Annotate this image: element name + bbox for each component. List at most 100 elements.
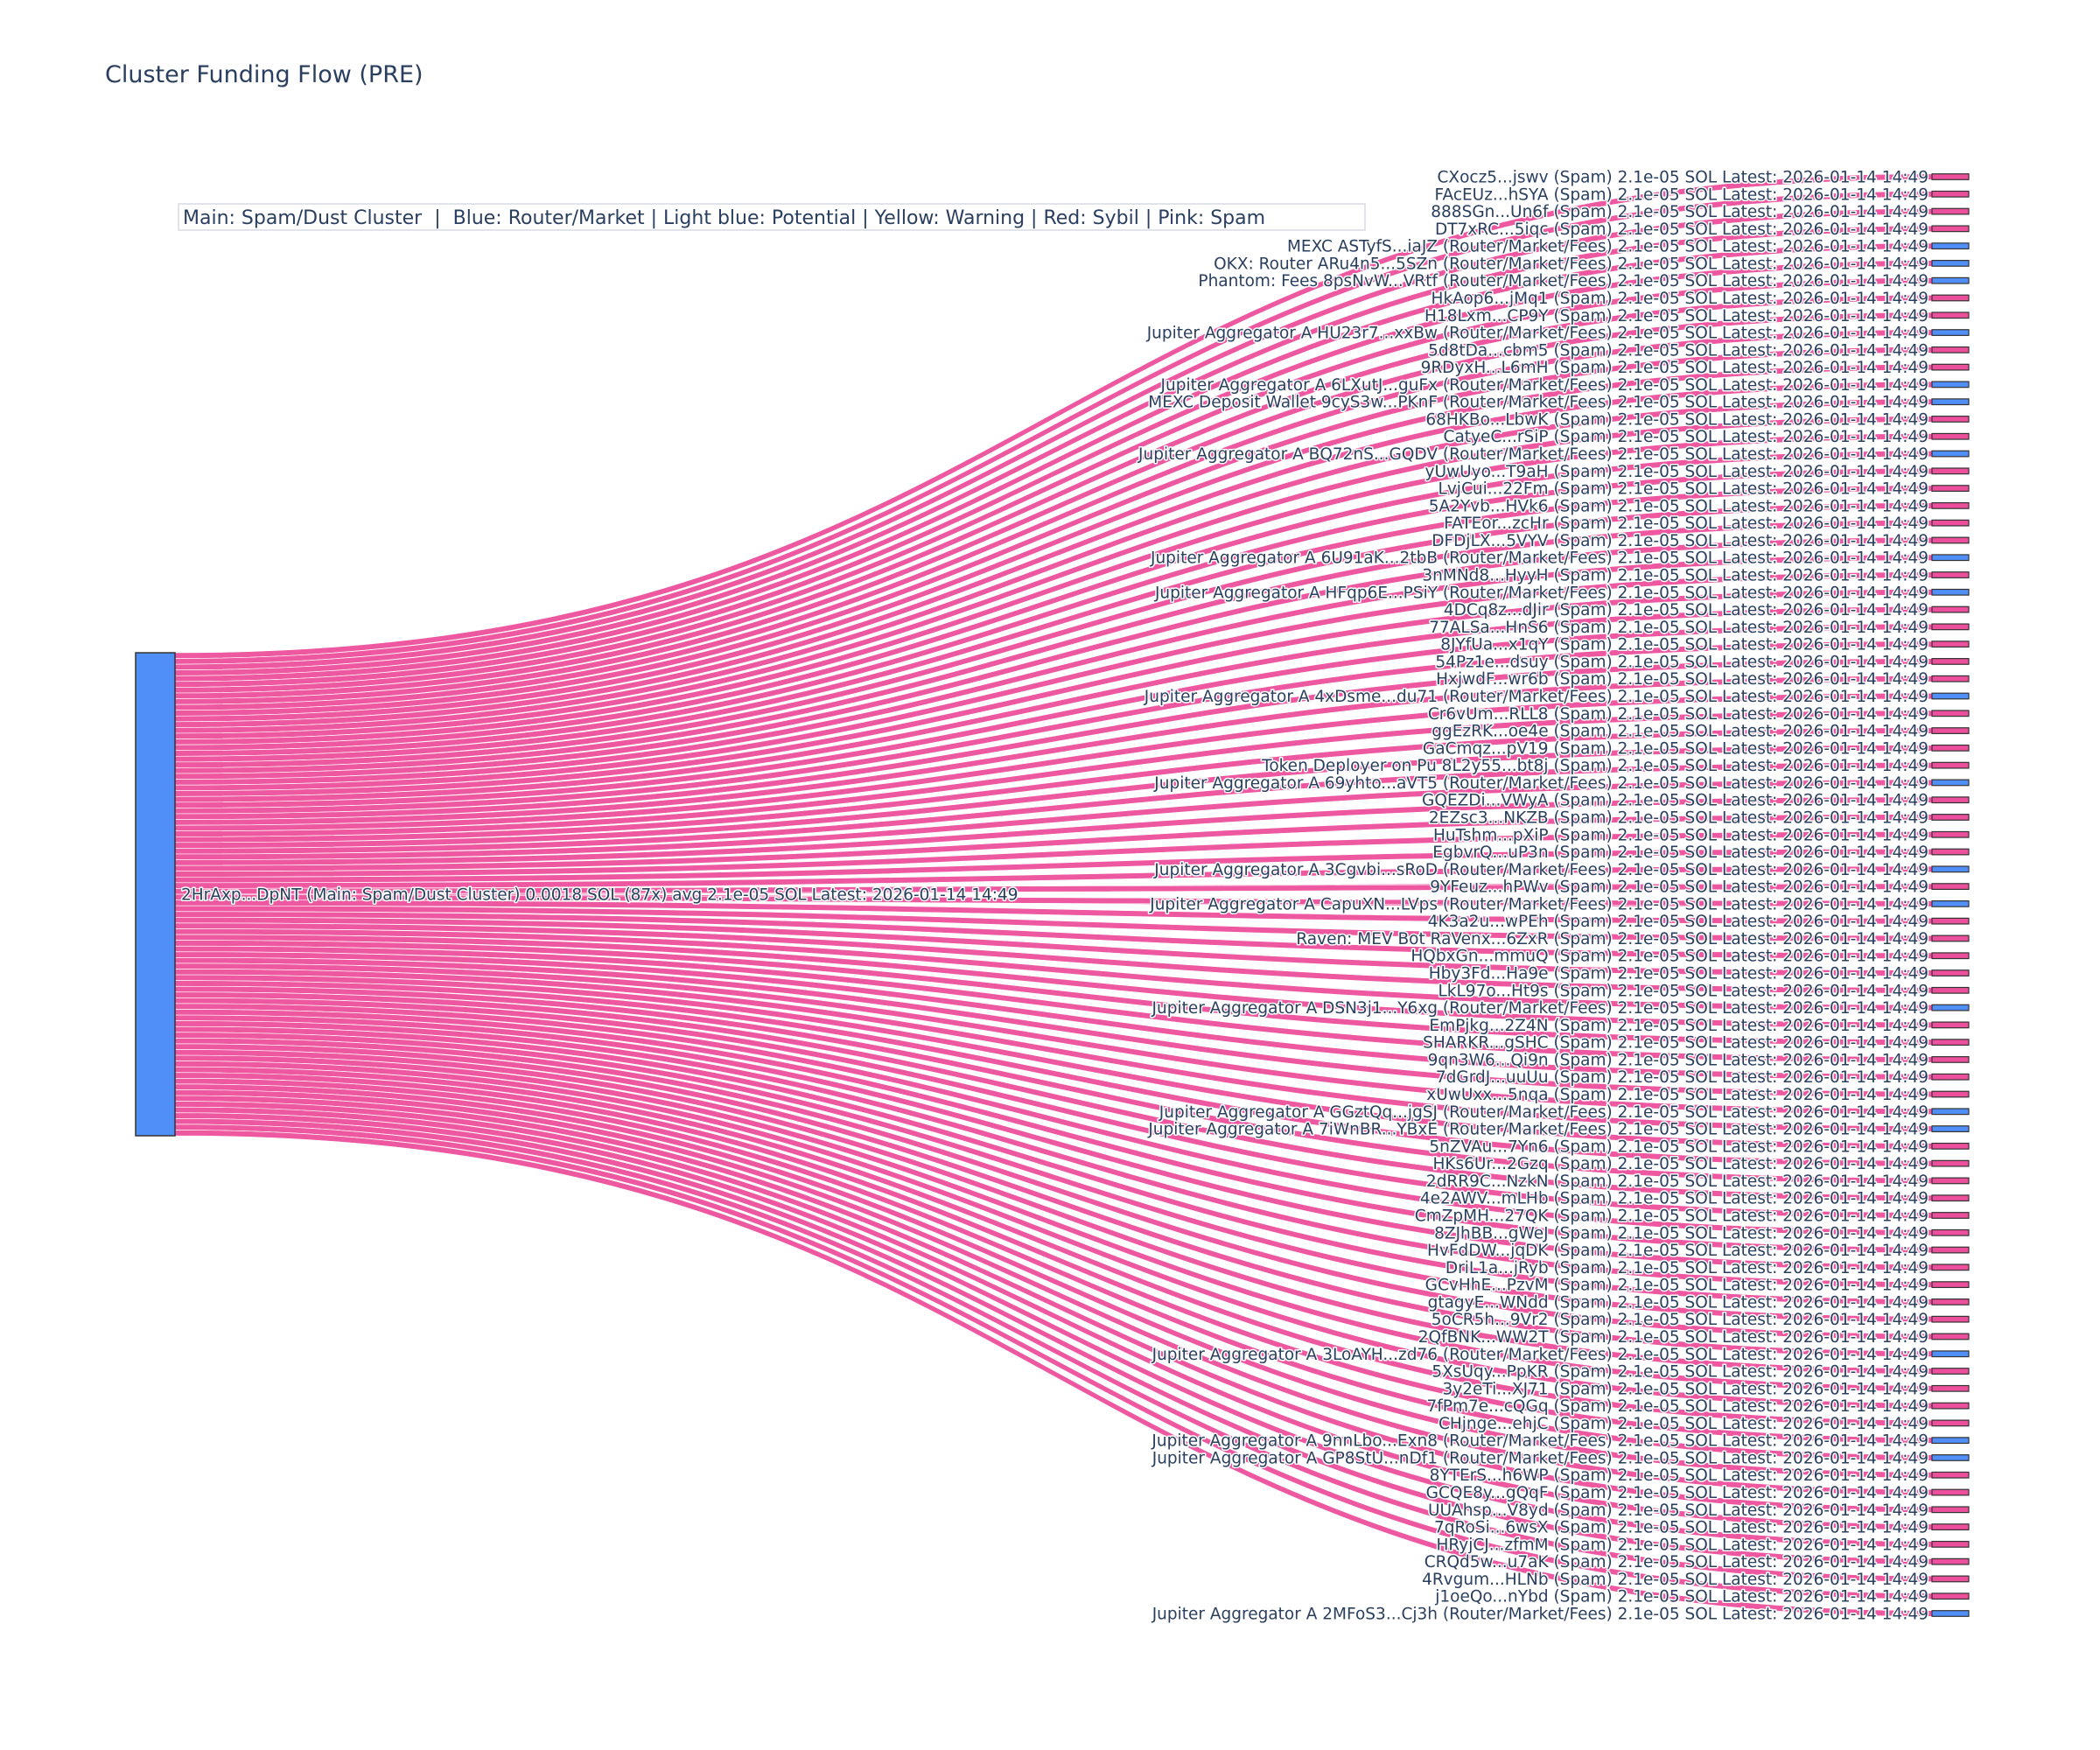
target-node-spam[interactable] — [1931, 225, 1970, 233]
target-node-label: 68HKBo...LbwK (Spam) 2.1e-05 SOL Latest:… — [1425, 410, 1928, 429]
target-node-router[interactable] — [1931, 865, 1970, 873]
target-node-spam[interactable] — [1931, 363, 1970, 371]
target-node-label: 5nZVAu...7Yn6 (Spam) 2.1e-05 SOL Latest:… — [1429, 1138, 1928, 1156]
target-node-spam[interactable] — [1931, 1558, 1970, 1565]
target-node-router[interactable] — [1931, 1350, 1970, 1358]
target-node-spam[interactable] — [1931, 346, 1970, 354]
target-node-router[interactable] — [1931, 1004, 1970, 1012]
target-node-spam[interactable] — [1931, 1073, 1970, 1081]
target-node-spam[interactable] — [1931, 1039, 1970, 1046]
target-node-router[interactable] — [1931, 381, 1970, 388]
target-node-spam[interactable] — [1931, 710, 1970, 718]
target-node-label: Jupiter Aggregator A 69yhto...aVT5 (Rout… — [1153, 774, 1928, 793]
target-node-spam[interactable] — [1931, 1281, 1970, 1289]
target-node-spam[interactable] — [1931, 1264, 1970, 1271]
target-node-router[interactable] — [1931, 276, 1970, 284]
target-node-router[interactable] — [1931, 554, 1970, 562]
target-node-spam[interactable] — [1931, 1212, 1970, 1219]
target-node-spam[interactable] — [1931, 1056, 1970, 1063]
target-node-label: 7fPm7e...cQGq (Spam) 2.1e-05 SOL Latest:… — [1427, 1397, 1929, 1416]
target-node-spam[interactable] — [1931, 640, 1970, 648]
target-node-spam[interactable] — [1931, 1228, 1970, 1236]
target-node-spam[interactable] — [1931, 1575, 1970, 1583]
target-node-label: 5A2Yvb...HVk6 (Spam) 2.1e-05 SOL Latest:… — [1429, 497, 1928, 515]
target-node-spam[interactable] — [1931, 1471, 1970, 1479]
target-node-spam[interactable] — [1931, 519, 1970, 527]
target-node-router[interactable] — [1931, 1108, 1970, 1116]
target-node-spam[interactable] — [1931, 1246, 1970, 1254]
target-node-router[interactable] — [1931, 1610, 1970, 1617]
target-node-spam[interactable] — [1931, 1298, 1970, 1306]
target-node-label: OKX: Router ARu4n5...5SZn (Router/Market… — [1214, 255, 1928, 273]
target-node-spam[interactable] — [1931, 1592, 1970, 1600]
target-node-spam[interactable] — [1931, 1488, 1970, 1496]
target-node-spam[interactable] — [1931, 467, 1970, 475]
target-node-spam[interactable] — [1931, 848, 1970, 856]
target-node-spam[interactable] — [1931, 658, 1970, 665]
target-node-spam[interactable] — [1931, 1090, 1970, 1098]
target-node-spam[interactable] — [1931, 190, 1970, 198]
target-node-spam[interactable] — [1931, 207, 1970, 215]
target-node-spam[interactable] — [1931, 294, 1970, 302]
target-node-spam[interactable] — [1931, 1402, 1970, 1410]
target-node-spam[interactable] — [1931, 1368, 1970, 1375]
target-node-spam[interactable] — [1931, 1540, 1970, 1548]
target-node-spam[interactable] — [1931, 814, 1970, 821]
target-node-router[interactable] — [1931, 1437, 1970, 1445]
target-node-label: CXocz5...jswv (Spam) 2.1e-05 SOL Latest:… — [1438, 169, 1929, 187]
target-node-spam[interactable] — [1931, 606, 1970, 613]
target-node-spam[interactable] — [1931, 1021, 1970, 1029]
target-node-spam[interactable] — [1931, 536, 1970, 544]
target-node-spam[interactable] — [1931, 1419, 1970, 1427]
target-node-spam[interactable] — [1931, 761, 1970, 769]
target-node-spam[interactable] — [1931, 744, 1970, 752]
target-node-router[interactable] — [1931, 329, 1970, 336]
source-node[interactable] — [135, 652, 176, 1137]
target-node-spam[interactable] — [1931, 1523, 1970, 1530]
target-node-spam[interactable] — [1931, 917, 1970, 925]
nodes-layer — [135, 173, 1970, 1617]
target-node-spam[interactable] — [1931, 986, 1970, 994]
target-node-label: HKs6Ur...2Gzq (Spam) 2.1e-05 SOL Latest:… — [1432, 1155, 1928, 1173]
target-node-router[interactable] — [1931, 692, 1970, 700]
target-node-label: gtagyE...WNdd (Spam) 2.1e-05 SOL Latest:… — [1428, 1293, 1928, 1312]
target-node-spam[interactable] — [1931, 1315, 1970, 1323]
target-node-spam[interactable] — [1931, 970, 1970, 976]
target-node-spam[interactable] — [1931, 727, 1970, 734]
target-node-spam[interactable] — [1931, 432, 1970, 440]
target-node-spam[interactable] — [1931, 934, 1970, 942]
target-node-spam[interactable] — [1931, 1159, 1970, 1167]
target-node-router[interactable] — [1931, 588, 1970, 596]
target-node-spam[interactable] — [1931, 1506, 1970, 1514]
target-node-label: UUAhsp...V8yd (Spam) 2.1e-05 SOL Latest:… — [1428, 1502, 1928, 1520]
target-node-spam[interactable] — [1931, 1142, 1970, 1150]
target-node-router[interactable] — [1931, 900, 1970, 907]
target-node-spam[interactable] — [1931, 675, 1970, 682]
target-node-label: Jupiter Aggregator A HU23r7...xxBw (Rout… — [1146, 325, 1928, 343]
target-node-router[interactable] — [1931, 1125, 1970, 1132]
target-node-spam[interactable] — [1931, 830, 1970, 838]
target-node-spam[interactable] — [1931, 883, 1970, 891]
target-node-spam[interactable] — [1931, 173, 1970, 180]
target-node-router[interactable] — [1931, 260, 1970, 267]
target-node-spam[interactable] — [1931, 416, 1970, 423]
target-node-label: Jupiter Aggregator A 3LoAYH...zd76 (Rout… — [1152, 1346, 1928, 1364]
target-node-spam[interactable] — [1931, 796, 1970, 804]
target-node-spam[interactable] — [1931, 1177, 1970, 1185]
target-node-spam[interactable] — [1931, 571, 1970, 578]
target-node-spam[interactable] — [1931, 501, 1970, 509]
target-node-label: DT7xRC...5iqc (Spam) 2.1e-05 SOL Latest:… — [1435, 220, 1928, 239]
target-node-spam[interactable] — [1931, 623, 1970, 631]
target-node-router[interactable] — [1931, 450, 1970, 458]
target-node-spam[interactable] — [1931, 312, 1970, 319]
target-node-spam[interactable] — [1931, 1333, 1970, 1340]
target-node-router[interactable] — [1931, 1454, 1970, 1461]
target-node-spam[interactable] — [1931, 485, 1970, 492]
target-node-label: Jupiter Aggregator A HFqp6E...PSiY (Rout… — [1154, 584, 1928, 602]
target-node-spam[interactable] — [1931, 1194, 1970, 1202]
target-node-router[interactable] — [1931, 242, 1970, 250]
target-node-spam[interactable] — [1931, 952, 1970, 960]
target-node-spam[interactable] — [1931, 1384, 1970, 1392]
target-node-router[interactable] — [1931, 779, 1970, 787]
target-node-router[interactable] — [1931, 398, 1970, 406]
